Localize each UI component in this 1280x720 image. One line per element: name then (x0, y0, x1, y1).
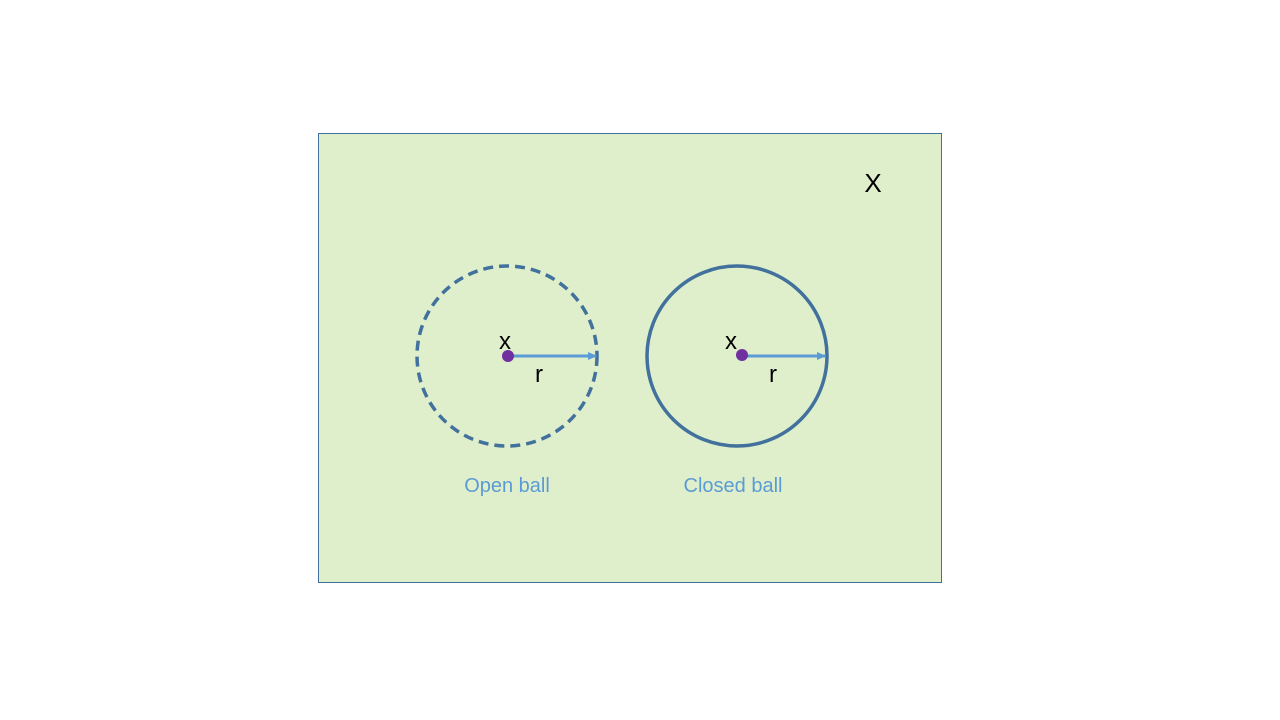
open-ball-center-point (502, 350, 514, 362)
closed-ball: x r Closed ball (645, 264, 829, 497)
open-ball-boundary (415, 264, 599, 448)
space-label: X (864, 168, 881, 198)
open-ball-caption: Open ball (464, 475, 550, 497)
open-ball-center-label: x (499, 328, 511, 355)
open-ball: x r Open ball (415, 264, 599, 497)
closed-ball-boundary (645, 264, 829, 448)
closed-ball-radius-label: r (769, 361, 777, 388)
closed-ball-center-label: x (725, 328, 737, 355)
space-rectangle (318, 133, 942, 583)
closed-ball-caption: Closed ball (684, 475, 783, 497)
open-ball-radius-label: r (535, 361, 543, 388)
closed-ball-center-point (736, 349, 748, 361)
